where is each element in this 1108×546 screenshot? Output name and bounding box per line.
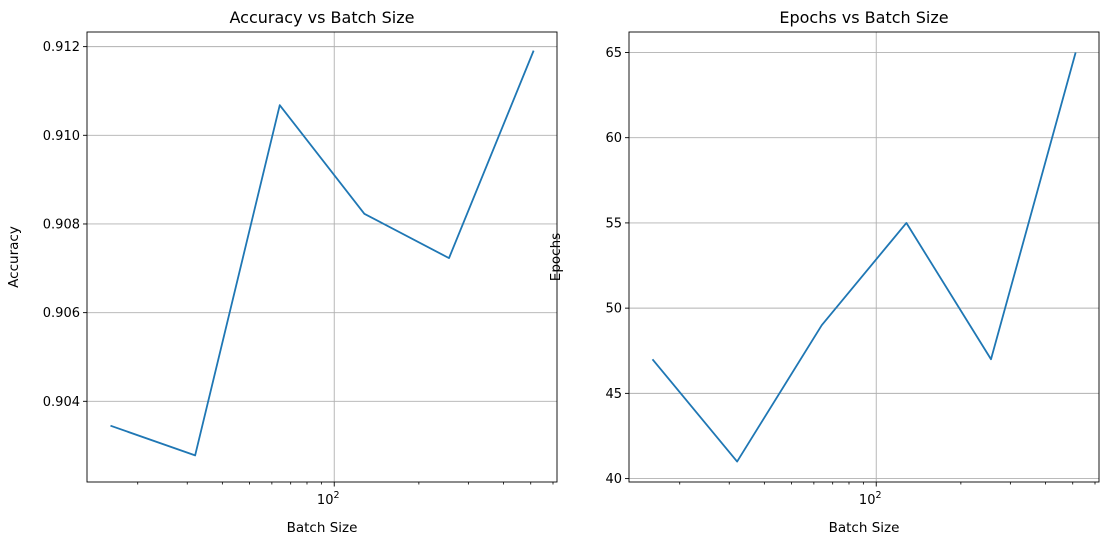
- x-tick-label: 102: [859, 490, 882, 508]
- y-tick-label: 55: [605, 216, 622, 231]
- series-line: [110, 50, 535, 457]
- y-tick-label: 65: [605, 46, 622, 61]
- x-axis-label: Batch Size: [287, 520, 358, 536]
- chart-title: Epochs vs Batch Size: [779, 8, 948, 27]
- x-tick-label-base: 10: [859, 493, 876, 508]
- y-tick-label: 45: [605, 387, 622, 402]
- y-tick-label: 0.906: [43, 306, 80, 321]
- series-line: [651, 52, 1077, 463]
- x-axis-label: Batch Size: [829, 520, 900, 536]
- plot-frame: [628, 31, 1100, 483]
- y-tick-label: 0.910: [43, 129, 80, 144]
- chart-1: 0.904 0.906 0.908 0.910 0.912 102 Accuracy vs …: [6, 8, 558, 536]
- y-tick-label: 0.904: [43, 395, 80, 410]
- y-tick-label: 50: [605, 302, 622, 317]
- x-tick-label-exponent: 2: [333, 490, 339, 501]
- y-tick-label: 0.912: [43, 40, 80, 55]
- y-axis-label: Epochs: [548, 233, 564, 281]
- plot-frame: [86, 31, 558, 483]
- chart-title: Accuracy vs Batch Size: [230, 8, 415, 27]
- chart-2: 40 45 50 55 60 65 102 Epochs vs Batch Size Batch…: [548, 8, 1100, 536]
- y-tick-label: 60: [605, 131, 622, 146]
- x-tick-label-exponent: 2: [875, 490, 881, 501]
- y-tick-label: 0.908: [43, 217, 80, 232]
- x-tick-label: 102: [317, 490, 340, 508]
- y-axis-label: Accuracy: [6, 226, 22, 288]
- y-tick-label: 40: [605, 472, 622, 487]
- x-tick-label-base: 10: [317, 493, 334, 508]
